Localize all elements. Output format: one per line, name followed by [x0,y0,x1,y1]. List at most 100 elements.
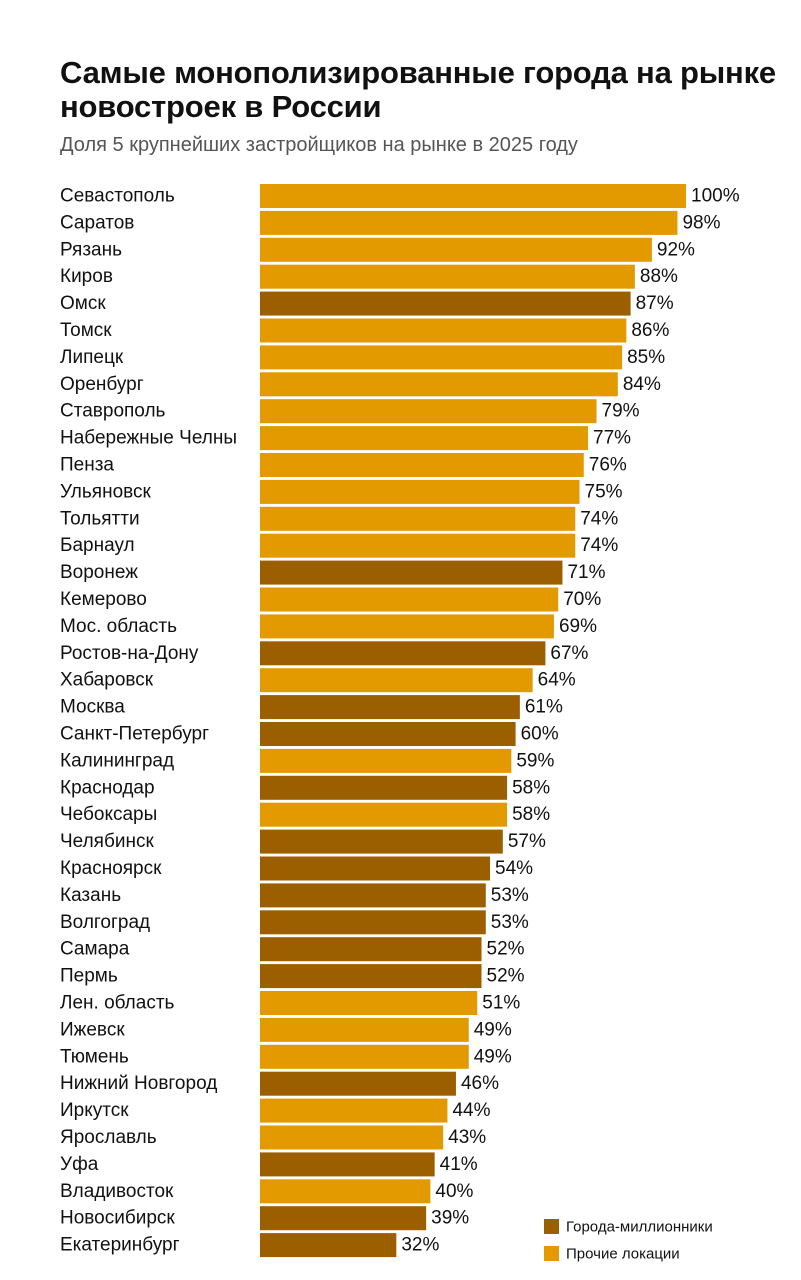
bar [260,533,576,558]
bar [260,399,597,424]
city-label: Ульяновск [60,481,152,502]
city-label: Ставрополь [60,401,166,422]
value-label: 54% [495,858,533,879]
bar [260,1206,427,1231]
city-label: Нижний Новгород [60,1073,217,1094]
value-label: 44% [452,1100,490,1121]
value-label: 85% [627,347,665,368]
city-label: Лен. область [60,993,175,1014]
value-label: 39% [431,1208,469,1229]
bar [260,641,546,666]
value-label: 77% [593,428,631,449]
bars-group: Севастополь 100% Саратов 98% Рязань 92% Киров 8… [60,184,740,1258]
value-label: 75% [585,481,623,502]
city-label: Чебоксары [60,804,157,825]
bar [260,775,508,800]
city-label: Уфа [60,1154,99,1175]
city-label: Пермь [60,966,118,987]
value-label: 51% [482,993,520,1014]
value-label: 70% [563,589,601,610]
legend-swatch [544,1246,559,1261]
city-label: Набережные Челны [60,428,237,449]
bar [260,210,678,235]
bar [260,1179,431,1204]
city-label: Тюмень [60,1046,129,1067]
value-label: 84% [623,374,661,395]
bar [260,856,491,881]
bar [260,1044,469,1069]
bar [260,560,563,585]
bar [260,614,554,639]
city-label: Ростов-на-Дону [60,643,199,664]
value-label: 61% [525,697,563,718]
bar [260,722,516,746]
city-label: Мос. область [60,616,177,637]
value-label: 92% [657,239,695,260]
value-label: 46% [461,1073,499,1094]
value-label: 52% [487,939,525,960]
city-label: Екатеринбург [60,1235,180,1256]
city-label: Кемерово [60,589,147,610]
city-label: Иркутск [60,1100,129,1121]
value-label: 32% [401,1235,439,1256]
city-label: Хабаровск [60,670,154,691]
city-label: Киров [60,266,113,287]
city-label: Оренбург [60,374,144,395]
value-label: 98% [682,212,720,233]
city-label: Липецк [60,347,124,368]
value-label: 71% [567,562,605,583]
bar [260,345,623,370]
bar [260,829,503,854]
bar [260,426,589,451]
bar [260,372,618,397]
value-label: 87% [636,293,674,314]
bar [260,802,508,827]
value-label: 40% [435,1181,473,1202]
value-label: 49% [474,1019,512,1040]
value-label: 53% [491,885,529,906]
city-label: Ярославль [60,1127,157,1148]
city-label: Севастополь [60,186,175,207]
city-label: Новосибирск [60,1208,175,1229]
bar [260,1017,469,1042]
bar [260,1071,456,1096]
value-label: 58% [512,804,550,825]
bar [260,479,580,504]
value-label: 49% [474,1046,512,1067]
legend-label: Города-миллионники [566,1219,713,1236]
city-label: Саратов [60,212,134,233]
bar [260,748,512,773]
city-label: Санкт-Петербург [60,724,209,745]
bar [260,910,486,935]
bar [260,506,576,531]
bar [260,668,533,693]
value-label: 58% [512,777,550,798]
value-label: 74% [580,508,618,529]
city-label: Омск [60,293,106,314]
bar [260,318,627,343]
city-label: Ижевск [60,1019,125,1040]
city-label: Красноярск [60,858,162,879]
value-label: 76% [589,455,627,476]
city-label: Томск [60,320,112,341]
value-label: 88% [640,266,678,287]
value-label: 53% [491,912,529,933]
city-label: Барнаул [60,535,135,556]
bar [260,937,482,962]
city-label: Челябинск [60,831,154,852]
city-label: Москва [60,697,125,718]
value-label: 69% [559,616,597,637]
bar [260,184,686,208]
value-label: 41% [440,1154,478,1175]
legend: Города-миллионники Прочие локации [544,1219,713,1263]
bar [260,264,635,289]
value-label: 59% [516,750,554,771]
bar [260,587,559,612]
city-label: Самара [60,939,130,960]
chart-subtitle: Доля 5 крупнейших застройщиков на рынке … [60,134,578,156]
bar [260,1152,435,1177]
value-label: 79% [602,401,640,422]
city-label: Пенза [60,455,114,476]
value-label: 52% [487,966,525,987]
